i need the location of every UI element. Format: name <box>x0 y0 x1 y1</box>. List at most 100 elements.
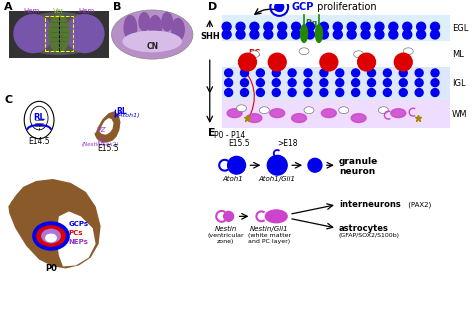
Text: PCs: PCs <box>69 230 83 236</box>
Text: RL: RL <box>33 112 45 122</box>
Ellipse shape <box>111 10 193 59</box>
Circle shape <box>383 79 392 87</box>
Text: P0: P0 <box>45 264 57 273</box>
Circle shape <box>357 53 375 71</box>
Circle shape <box>288 88 296 96</box>
Circle shape <box>336 69 344 77</box>
Text: (Nestin/Sox2): (Nestin/Sox2) <box>82 142 119 147</box>
Text: neuron: neuron <box>339 167 375 176</box>
Circle shape <box>264 30 273 39</box>
Circle shape <box>399 88 407 96</box>
Bar <box>222 41 450 67</box>
Circle shape <box>304 88 312 96</box>
Ellipse shape <box>354 51 364 58</box>
Bar <box>45 16 73 51</box>
Text: and PC layer): and PC layer) <box>248 240 291 244</box>
Circle shape <box>225 88 233 96</box>
Ellipse shape <box>304 107 314 114</box>
Circle shape <box>306 22 314 31</box>
Text: granule: granule <box>339 157 378 166</box>
Circle shape <box>256 79 264 87</box>
Text: PC: PC <box>248 49 261 58</box>
Circle shape <box>336 79 344 87</box>
Circle shape <box>319 30 328 39</box>
Circle shape <box>375 22 384 31</box>
Ellipse shape <box>45 234 57 242</box>
Ellipse shape <box>378 107 388 114</box>
Circle shape <box>415 79 423 87</box>
Circle shape <box>389 30 398 39</box>
Circle shape <box>320 88 328 96</box>
Circle shape <box>403 30 412 39</box>
Text: E: E <box>208 128 215 138</box>
Text: GCPs: GCPs <box>69 221 89 227</box>
Circle shape <box>240 79 248 87</box>
Text: E15.5: E15.5 <box>229 139 250 148</box>
Text: Nestin: Nestin <box>214 226 237 232</box>
Ellipse shape <box>403 48 413 55</box>
Ellipse shape <box>161 12 173 32</box>
Text: (GFAP/SOX2/S100b): (GFAP/SOX2/S100b) <box>339 234 400 239</box>
Ellipse shape <box>13 14 53 53</box>
Circle shape <box>431 79 439 87</box>
Text: proliferation: proliferation <box>314 2 376 12</box>
Circle shape <box>403 22 412 31</box>
Circle shape <box>333 30 342 39</box>
Circle shape <box>361 30 370 39</box>
Circle shape <box>288 79 296 87</box>
Text: IGL: IGL <box>452 79 465 88</box>
Text: VZ: VZ <box>97 127 106 133</box>
Circle shape <box>256 88 264 96</box>
Text: (ventricular: (ventricular <box>207 234 244 239</box>
Ellipse shape <box>339 107 349 114</box>
Circle shape <box>320 53 338 71</box>
Ellipse shape <box>171 18 185 41</box>
Circle shape <box>272 69 280 77</box>
Circle shape <box>292 22 301 31</box>
Circle shape <box>415 88 423 96</box>
Circle shape <box>320 79 328 87</box>
Text: NEPs: NEPs <box>69 239 89 245</box>
Circle shape <box>308 158 322 172</box>
Ellipse shape <box>270 109 285 118</box>
Circle shape <box>383 69 392 77</box>
Circle shape <box>417 30 426 39</box>
Text: Hem: Hem <box>79 8 95 14</box>
Text: (white matter: (white matter <box>248 234 291 239</box>
Circle shape <box>375 30 384 39</box>
Bar <box>9 11 109 58</box>
Circle shape <box>320 69 328 77</box>
Text: CN: CN <box>146 42 158 51</box>
Text: WM: WM <box>452 110 467 118</box>
Circle shape <box>367 88 375 96</box>
Ellipse shape <box>36 225 66 247</box>
Circle shape <box>430 22 439 31</box>
Ellipse shape <box>227 109 242 118</box>
Text: E15.5: E15.5 <box>98 144 119 153</box>
Text: RL: RL <box>117 107 127 116</box>
Ellipse shape <box>299 48 309 55</box>
Circle shape <box>304 79 312 87</box>
Circle shape <box>268 53 286 71</box>
Circle shape <box>347 30 356 39</box>
Circle shape <box>256 69 264 77</box>
Circle shape <box>306 30 314 39</box>
Text: interneurons: interneurons <box>339 200 401 209</box>
Ellipse shape <box>41 228 61 243</box>
Circle shape <box>272 79 280 87</box>
Text: GCP: GCP <box>291 2 313 12</box>
Text: zone): zone) <box>217 240 234 244</box>
Circle shape <box>288 69 296 77</box>
Ellipse shape <box>351 114 366 123</box>
Polygon shape <box>95 111 120 143</box>
Text: Atoh1: Atoh1 <box>222 176 243 182</box>
Circle shape <box>389 22 398 31</box>
Circle shape <box>383 88 392 96</box>
Text: E14.5: E14.5 <box>28 137 50 146</box>
Circle shape <box>222 22 231 31</box>
Circle shape <box>228 156 246 174</box>
Circle shape <box>240 69 248 77</box>
Text: (Atoh1): (Atoh1) <box>117 112 140 118</box>
Ellipse shape <box>259 107 269 114</box>
Circle shape <box>399 69 407 77</box>
